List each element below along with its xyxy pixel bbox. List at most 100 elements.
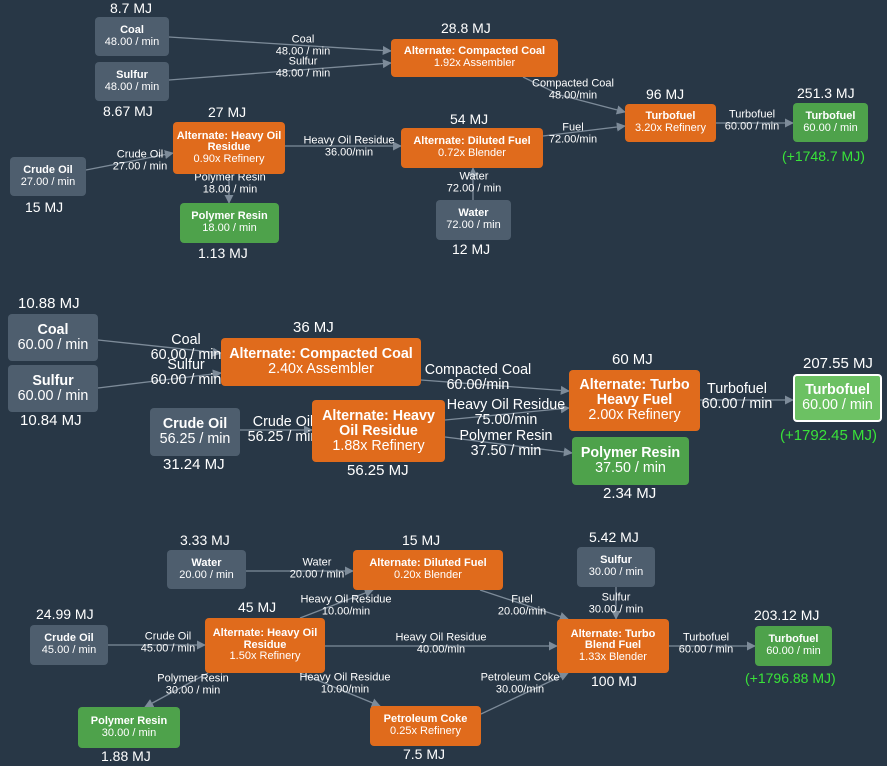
node-recipe-heavy[interactable]: Alternate: Heavy Oil Residue 1.88x Refine…	[312, 400, 445, 462]
node-subtitle: 56.25 / min	[159, 431, 231, 447]
energy-label: 45 MJ	[238, 599, 277, 615]
node-title: Alternate: Heavy Oil Residue	[322, 407, 435, 439]
edge-rate: 45.00 / min	[140, 642, 196, 654]
edge-heavy-to-turbo	[444, 404, 570, 421]
energy-label: 203.12 MJ	[754, 607, 820, 623]
node-raw-crude[interactable]: Crude Oil 27.00 / min	[10, 157, 86, 196]
node-title: Water	[458, 207, 489, 220]
edge-item-name: Coal	[171, 332, 201, 348]
edge-rate: 36.00/min	[324, 146, 374, 158]
energy-label: 7.5 MJ	[403, 746, 446, 762]
edge-rate: 75.00/min	[474, 412, 538, 428]
node-subtitle: 60.00 / min	[803, 121, 858, 134]
edge-sulfur-to-compacted	[97, 369, 222, 389]
edge-item-name: Turbofuel	[682, 631, 730, 644]
node-product-out[interactable]: Turbofuel 60.00 / min	[793, 103, 868, 142]
edge-sulfur-to-compacted	[168, 59, 392, 81]
node-title: Alternate: Heavy Oil Residue	[176, 129, 282, 154]
energy-label: 24.99 MJ	[36, 606, 94, 622]
node-raw-coal[interactable]: Coal 60.00 / min	[8, 314, 98, 361]
node-product-polymer[interactable]: Polymer Resin 30.00 / min	[78, 707, 180, 748]
node-title: Alternate: Turbo Blend Fuel	[570, 627, 656, 652]
edge-coal-to-compacted	[168, 36, 392, 56]
edge-heavy-to-polymer	[444, 436, 573, 457]
edge-rate: 40.00/min	[416, 643, 466, 655]
energy-label: 251.3 MJ	[797, 85, 855, 101]
surplus-label: (+1748.7 MJ)	[782, 148, 865, 164]
edge-label: Sulfur 60.00 / min	[151, 357, 222, 388]
energy-label: 36 MJ	[293, 319, 334, 336]
edge-item-name: Petroleum Coke	[480, 671, 560, 684]
node-title: Coal	[120, 23, 144, 36]
node-subtitle: 2.40x Assembler	[268, 361, 374, 377]
edge-rate: 10.00/min	[320, 683, 370, 695]
node-recipe-heavy[interactable]: Alternate: Heavy Oil Residue 0.90x Refine…	[173, 122, 285, 174]
edge-rate: 48.00/min	[548, 89, 598, 101]
node-raw-sulfur[interactable]: Sulfur 48.00 / min	[95, 62, 169, 101]
edge-label: Turbofuel 60.00 / min	[679, 632, 733, 655]
energy-label: 28.8 MJ	[441, 20, 491, 36]
node-recipe-turbo[interactable]: Turbofuel 3.20x Refinery	[625, 104, 716, 142]
node-title: Alternate: Heavy Oil Residue	[212, 627, 318, 651]
node-recipe-coke[interactable]: Petroleum Coke 0.25x Refinery	[370, 706, 481, 746]
node-subtitle: 45.00 / min	[41, 644, 97, 656]
energy-label: 15 MJ	[402, 532, 441, 548]
node-product-polymer[interactable]: Polymer Resin 37.50 / min	[572, 437, 689, 485]
edge-item-name: Turbofuel	[728, 108, 776, 121]
node-recipe-compacted[interactable]: Alternate: Compacted Coal 1.92x Assembler	[391, 39, 558, 77]
edge-item-name: Sulfur	[601, 591, 631, 604]
node-raw-crude[interactable]: Crude Oil 56.25 / min	[150, 408, 240, 456]
energy-label: 27 MJ	[208, 104, 247, 120]
edge-rate: 20.00 / min	[289, 568, 345, 580]
edge-rate: 27.00 / min	[112, 160, 168, 172]
node-recipe-diluted[interactable]: Alternate: Diluted Fuel 0.20x Blender	[353, 550, 503, 590]
edge-rate: 37.50 / min	[470, 443, 542, 459]
node-product-out[interactable]: Turbofuel 60.00 / min	[755, 626, 832, 666]
edge-label: Heavy Oil Residue 40.00/min	[395, 632, 486, 655]
edge-label: Turbofuel 60.00 / min	[702, 381, 773, 412]
node-recipe-turbo[interactable]: Alternate: Turbo Heavy Fuel 2.00x Refiner…	[569, 370, 700, 431]
node-subtitle: 72.00 / min	[446, 219, 501, 231]
node-raw-coal[interactable]: Coal 48.00 / min	[95, 17, 169, 56]
edge-item-name: Water	[302, 556, 332, 569]
node-subtitle: 0.20x Blender	[394, 569, 462, 581]
node-subtitle: 60.00 / min	[766, 645, 821, 657]
node-raw-water[interactable]: Water 20.00 / min	[167, 550, 246, 589]
node-subtitle: 0.72x Blender	[438, 147, 506, 159]
node-title: Turbofuel	[805, 382, 870, 398]
node-raw-sulfur[interactable]: Sulfur 30.00 / min	[577, 547, 655, 587]
edge-coal-to-compacted	[97, 339, 222, 357]
node-recipe-blend[interactable]: Alternate: Turbo Blend Fuel 1.33x Blender	[557, 619, 669, 673]
node-subtitle: 60.00 / min	[17, 336, 89, 353]
node-raw-sulfur[interactable]: Sulfur 60.00 / min	[8, 365, 98, 412]
node-title: Polymer Resin	[90, 714, 168, 727]
node-raw-crude[interactable]: Crude Oil 45.00 / min	[30, 625, 108, 665]
node-title: Petroleum Coke	[383, 713, 468, 726]
node-subtitle: 37.50 / min	[595, 460, 666, 476]
node-recipe-diluted[interactable]: Alternate: Diluted Fuel 0.72x Blender	[401, 128, 543, 168]
edge-item-name: Heavy Oil Residue	[446, 397, 566, 413]
node-title: Alternate: Compacted Coal	[229, 346, 413, 362]
edge-heavy-to-polymer	[144, 672, 209, 708]
edge-item-name: Fuel	[562, 121, 584, 134]
node-recipe-compacted[interactable]: Alternate: Compacted Coal 2.40x Assembler	[221, 338, 421, 386]
edge-rate: 30.00/min	[495, 683, 545, 695]
node-subtitle: 30.00 / min	[588, 566, 644, 578]
edge-item-name: Heavy Oil Residue	[395, 631, 487, 644]
node-subtitle: 20.00 / min	[179, 568, 234, 581]
energy-label: 96 MJ	[646, 86, 685, 102]
node-subtitle: 48.00 / min	[104, 80, 160, 93]
edge-rate: 48.00 / min	[275, 45, 331, 57]
node-raw-water[interactable]: Water 72.00 / min	[436, 200, 511, 240]
energy-label: 2.34 MJ	[603, 485, 657, 502]
edge-label: Sulfur 48.00 / min	[276, 56, 330, 79]
node-product-out[interactable]: Turbofuel 60.00 / min	[793, 374, 882, 422]
edge-rate: 72.00/min	[548, 133, 598, 145]
edge-label: Fuel 72.00/min	[549, 122, 597, 145]
node-recipe-heavy[interactable]: Alternate: Heavy Oil Residue 1.50x Refine…	[205, 618, 325, 673]
energy-label: 60 MJ	[612, 351, 653, 368]
edge-label: Polymer Resin 30.00 / min	[157, 673, 229, 696]
edge-rate: 48.00 / min	[275, 67, 331, 79]
edge-item-name: Compacted Coal	[424, 362, 532, 378]
node-product-polymer[interactable]: Polymer Resin 18.00 / min	[180, 203, 279, 243]
